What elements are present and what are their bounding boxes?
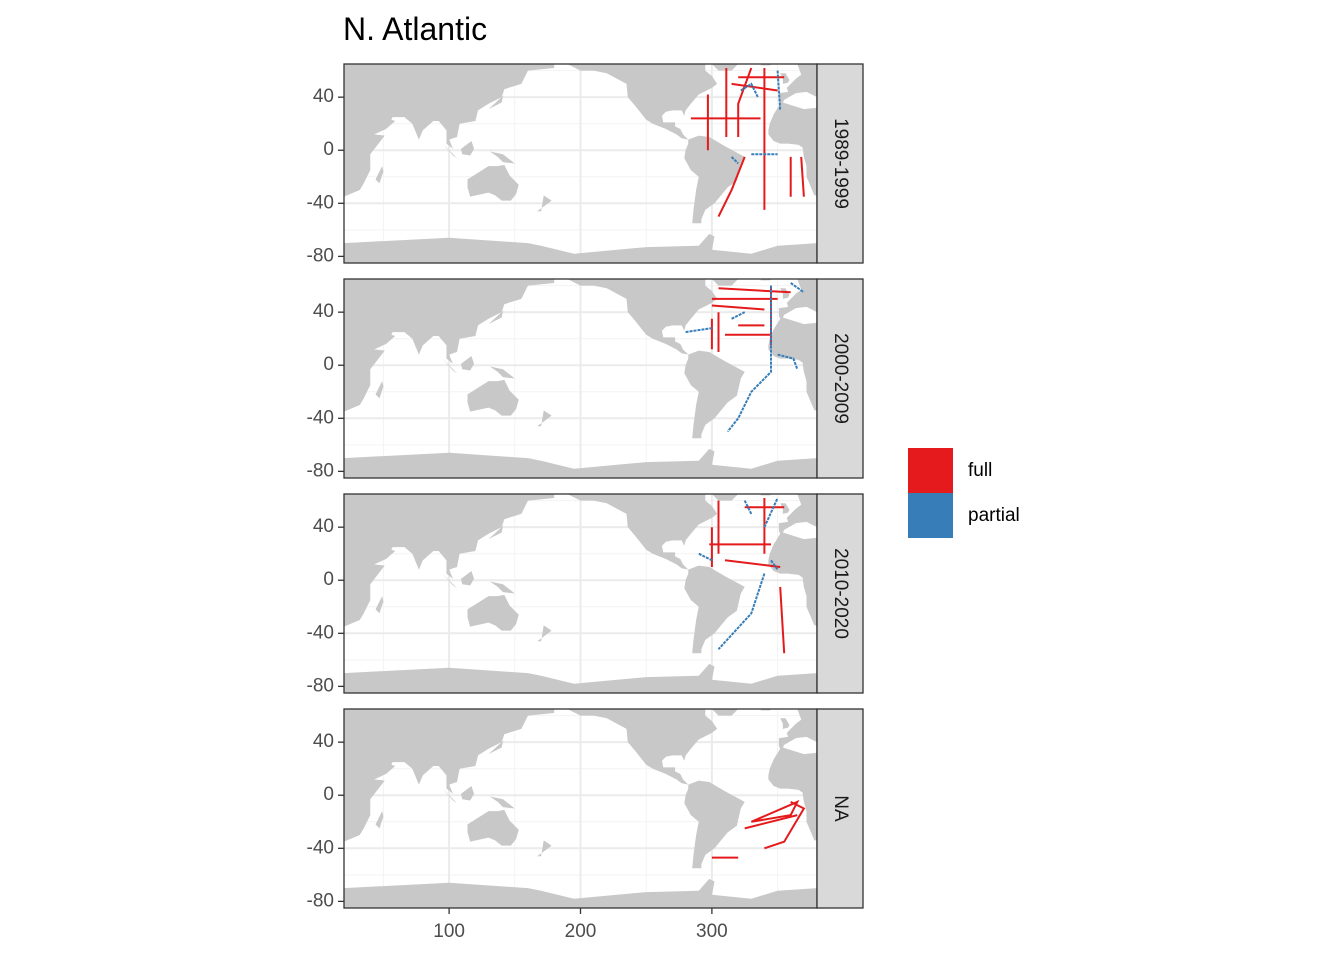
chart-title: N. Atlantic [343, 11, 487, 47]
y-tick-label: -80 [307, 890, 334, 911]
strip-label: 2000-2009 [830, 333, 851, 424]
strip-label: 2010-2020 [830, 548, 851, 639]
y-tick-label: 40 [313, 301, 334, 322]
legend-key [908, 448, 953, 493]
legend-key [908, 493, 953, 538]
track [698, 497, 779, 650]
y-tick-label: -40 [307, 407, 334, 428]
track [711, 799, 806, 859]
y-tick-label: -80 [307, 245, 334, 266]
track [730, 70, 782, 165]
x-tick-label: 300 [696, 921, 728, 942]
legend-label: full [968, 460, 992, 481]
panel [344, 709, 817, 908]
y-tick-label: 0 [323, 354, 334, 375]
y-tick-label: 0 [323, 139, 334, 160]
strip [816, 708, 864, 909]
x-tick-label: 100 [433, 921, 465, 942]
y-tick-label: -80 [307, 675, 334, 696]
y-tick-label: -40 [307, 192, 334, 213]
y-tick-label: 40 [313, 516, 334, 537]
panel [344, 279, 817, 478]
strip-label: 1989-1999 [830, 118, 851, 209]
legend-label: partial [968, 505, 1020, 526]
y-tick-label: 40 [313, 86, 334, 107]
y-tick-label: 40 [313, 731, 334, 752]
strip [816, 63, 864, 264]
panel [344, 64, 817, 263]
strip-label: NA [830, 795, 851, 822]
panel [344, 494, 817, 693]
y-tick-label: -40 [307, 837, 334, 858]
y-tick-label: 0 [323, 784, 334, 805]
track [685, 282, 805, 433]
y-tick-label: -40 [307, 622, 334, 643]
x-tick-label: 200 [565, 921, 597, 942]
strip [816, 493, 864, 694]
y-tick-label: -80 [307, 460, 334, 481]
strip [816, 278, 864, 479]
track [690, 67, 805, 218]
y-tick-label: 0 [323, 569, 334, 590]
track [710, 285, 791, 352]
